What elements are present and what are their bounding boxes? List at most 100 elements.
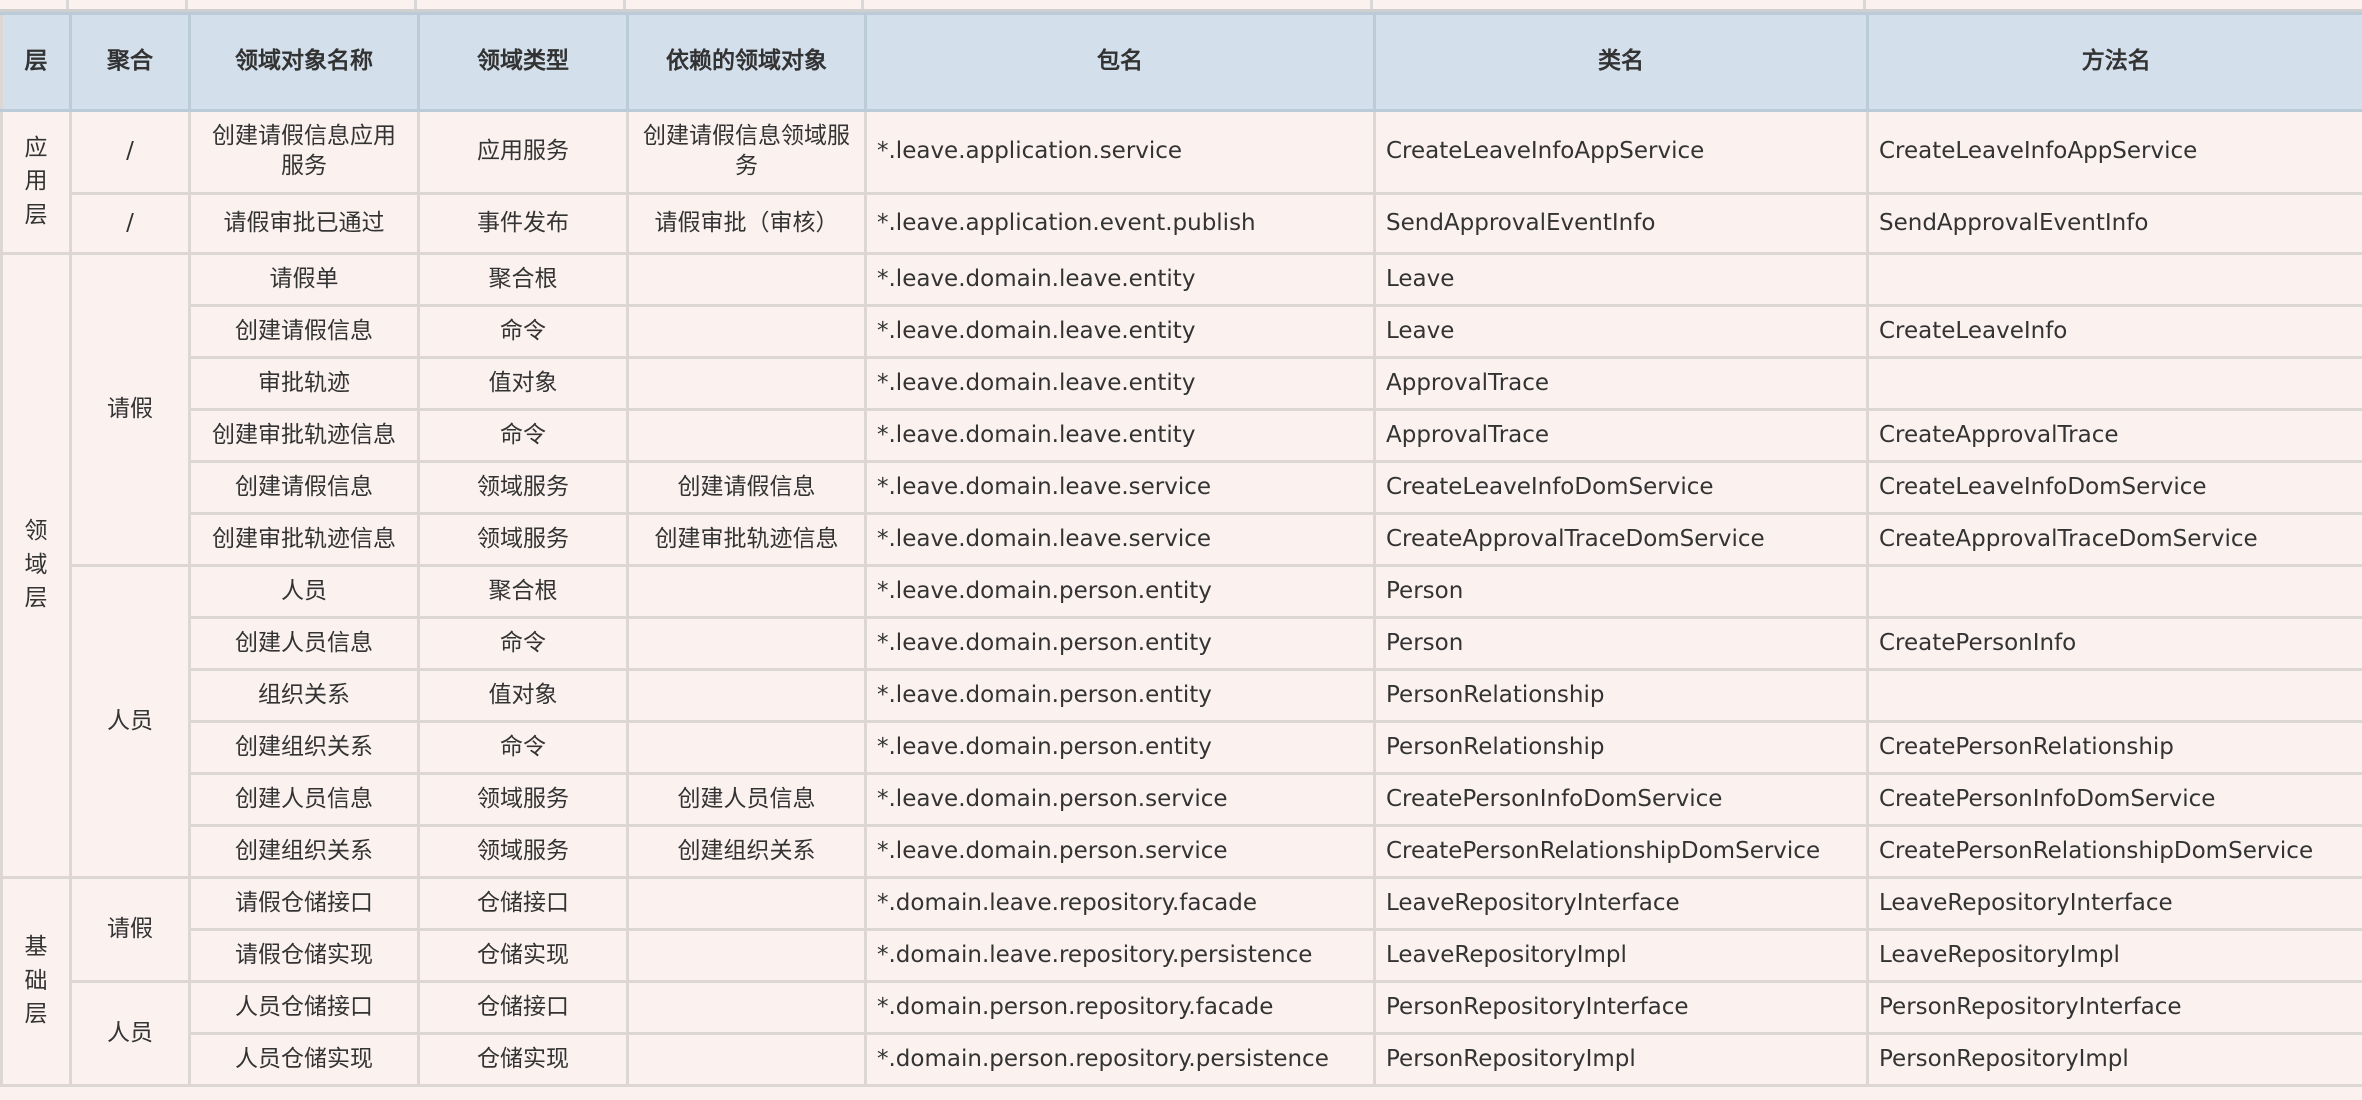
table-row: 应用层 / 创建请假信息应用服务 应用服务 创建请假信息领域服务 *.leave.appl… bbox=[0, 109, 2362, 255]
domain-type-cell: 命令 bbox=[417, 616, 629, 671]
dependency-cell: 创建审批轨迹信息 bbox=[626, 512, 867, 567]
dependency-cell bbox=[626, 980, 867, 1035]
table-row: 审批轨迹 值对象 *.leave.domain.leave.entity Approv… bbox=[2, 356, 2362, 411]
dependency-cell bbox=[626, 668, 867, 723]
method-name-cell: SendApprovalEventInfo bbox=[1866, 192, 2362, 255]
package-cell: *.leave.domain.person.entity bbox=[864, 564, 1376, 619]
table-row: 创建人员信息 领域服务 创建人员信息 *.leave.domain.person.se… bbox=[2, 772, 2362, 827]
package-cell: *.leave.domain.leave.service bbox=[864, 512, 1376, 567]
dependency-cell bbox=[626, 564, 867, 619]
dependency-cell: 创建人员信息 bbox=[626, 772, 867, 827]
dependency-cell bbox=[626, 616, 867, 671]
class-name-cell: PersonRelationship bbox=[1373, 720, 1869, 775]
package-cell: *.leave.domain.person.entity bbox=[864, 668, 1376, 723]
method-name-cell: LeaveRepositoryInterface bbox=[1866, 876, 2362, 931]
package-cell: *.leave.domain.leave.entity bbox=[864, 252, 1376, 307]
table-row: 创建审批轨迹信息 命令 *.leave.domain.leave.entity App… bbox=[2, 408, 2362, 463]
method-name-cell bbox=[1866, 356, 2362, 411]
object-name-cell: 创建审批轨迹信息 bbox=[188, 408, 420, 463]
table-row: 人员 人员仓储接口 仓储接口 *.domain.person.repository.f… bbox=[2, 980, 2362, 1087]
dependency-cell bbox=[626, 304, 867, 359]
method-name-cell bbox=[1866, 252, 2362, 307]
table-row: 请假仓储实现 仓储实现 *.domain.leave.repository.pers… bbox=[2, 928, 2362, 983]
table-row: 创建审批轨迹信息 领域服务 创建审批轨迹信息 *.leave.domain.leave… bbox=[2, 512, 2362, 567]
package-cell: *.leave.domain.leave.service bbox=[864, 460, 1376, 515]
object-name-cell: 审批轨迹 bbox=[188, 356, 420, 411]
table-row: 创建人员信息 命令 *.leave.domain.person.entity Pers… bbox=[2, 616, 2362, 671]
aggregate-cell: 人员 bbox=[69, 980, 191, 1087]
method-name-cell: PersonRepositoryImpl bbox=[1866, 1032, 2362, 1087]
domain-type-cell: 应用服务 bbox=[417, 109, 629, 195]
table-row: 领域层 请假 请假单 聚合根 *.leave.domain.leave.entity Le… bbox=[0, 252, 2362, 879]
column-header-package: 包名 bbox=[864, 12, 1376, 112]
dependency-cell bbox=[626, 928, 867, 983]
table-row: / 请假审批已通过 事件发布 请假审批（审核） *.leave.application.… bbox=[2, 192, 2362, 255]
method-name-cell: CreateApprovalTrace bbox=[1866, 408, 2362, 463]
class-name-cell: LeaveRepositoryImpl bbox=[1373, 928, 1869, 983]
class-name-cell: CreateApprovalTraceDomService bbox=[1373, 512, 1869, 567]
domain-object-mapping-table: 层聚合 领域对象名称 领域类型 依赖的领域对象 包名 类名 方法名 应用层 / 创建请假信息 应用… bbox=[0, 12, 2362, 1087]
column-header-aggregate: 聚合 bbox=[69, 12, 191, 112]
package-cell: *.domain.person.repository.facade bbox=[864, 980, 1376, 1035]
domain-type-cell: 聚合根 bbox=[417, 252, 629, 307]
class-name-cell: CreatePersonInfoDomService bbox=[1373, 772, 1869, 827]
package-cell: *.domain.person.repository.persistence bbox=[864, 1032, 1376, 1087]
object-name-cell: 创建人员信息 bbox=[188, 616, 420, 671]
header-row: 层聚合 领域对象名称 领域类型 依赖的领域对象 包名 类名 方法名 bbox=[0, 12, 2362, 112]
domain-type-cell: 仓储接口 bbox=[417, 980, 629, 1035]
domain-type-cell: 命令 bbox=[417, 720, 629, 775]
aggregate-cell: / bbox=[69, 192, 191, 255]
table-row: 人员仓储实现 仓储实现 *.domain.person.repository.per… bbox=[2, 1032, 2362, 1087]
package-cell: *.leave.domain.person.entity bbox=[864, 616, 1376, 671]
aggregate-cell: 人员 bbox=[69, 564, 191, 879]
class-name-cell: PersonRepositoryImpl bbox=[1373, 1032, 1869, 1087]
package-cell: *.leave.domain.leave.entity bbox=[864, 304, 1376, 359]
object-name-cell: 创建请假信息 bbox=[188, 460, 420, 515]
domain-type-cell: 领域服务 bbox=[417, 824, 629, 879]
column-header-class-name: 类名 bbox=[1373, 12, 1869, 112]
domain-type-cell: 仓储实现 bbox=[417, 928, 629, 983]
class-name-cell: CreateLeaveInfoDomService bbox=[1373, 460, 1869, 515]
class-name-cell: CreatePersonRelationshipDomService bbox=[1373, 824, 1869, 879]
layer-cell: 基础层 bbox=[0, 876, 72, 1087]
method-name-cell bbox=[1866, 668, 2362, 723]
class-name-cell: SendApprovalEventInfo bbox=[1373, 192, 1869, 255]
class-name-cell: CreateLeaveInfoAppService bbox=[1373, 109, 1869, 195]
method-name-cell: CreateApprovalTraceDomService bbox=[1866, 512, 2362, 567]
method-name-cell: LeaveRepositoryImpl bbox=[1866, 928, 2362, 983]
domain-type-cell: 领域服务 bbox=[417, 512, 629, 567]
dependency-cell bbox=[626, 408, 867, 463]
domain-type-cell: 值对象 bbox=[417, 668, 629, 723]
package-cell: *.leave.application.event.publish bbox=[864, 192, 1376, 255]
domain-type-cell: 领域服务 bbox=[417, 460, 629, 515]
class-name-cell: ApprovalTrace bbox=[1373, 408, 1869, 463]
class-name-cell: LeaveRepositoryInterface bbox=[1373, 876, 1869, 931]
domain-type-cell: 仓储实现 bbox=[417, 1032, 629, 1087]
dependency-cell bbox=[626, 720, 867, 775]
object-name-cell: 创建组织关系 bbox=[188, 720, 420, 775]
layer-label: 领域层 bbox=[24, 518, 48, 612]
column-header-domain-type: 领域类型 bbox=[417, 12, 629, 112]
method-name-cell: CreatePersonInfo bbox=[1866, 616, 2362, 671]
package-cell: *.leave.domain.person.service bbox=[864, 824, 1376, 879]
dependency-cell bbox=[626, 1032, 867, 1087]
dependency-cell bbox=[626, 252, 867, 307]
package-cell: *.leave.domain.leave.entity bbox=[864, 356, 1376, 411]
layer-cell: 应用层 bbox=[0, 109, 72, 255]
package-cell: *.leave.domain.person.entity bbox=[864, 720, 1376, 775]
class-name-cell: Person bbox=[1373, 564, 1869, 619]
object-name-cell: 人员仓储实现 bbox=[188, 1032, 420, 1087]
table-row: 人员 人员 聚合根 *.leave.domain.person.entity Perso… bbox=[2, 564, 2362, 879]
class-name-cell: Person bbox=[1373, 616, 1869, 671]
domain-type-cell: 仓储接口 bbox=[417, 876, 629, 931]
class-name-cell: PersonRepositoryInterface bbox=[1373, 980, 1869, 1035]
object-name-cell: 请假单 bbox=[188, 252, 420, 307]
class-name-cell: Leave bbox=[1373, 304, 1869, 359]
column-header-method-name: 方法名 bbox=[1866, 12, 2362, 112]
domain-type-cell: 领域服务 bbox=[417, 772, 629, 827]
package-cell: *.leave.domain.leave.entity bbox=[864, 408, 1376, 463]
layer-label: 应用层 bbox=[24, 134, 48, 228]
table-row: 创建请假信息 命令 *.leave.domain.leave.entity Leave… bbox=[2, 304, 2362, 359]
object-name-cell: 请假审批已通过 bbox=[188, 192, 420, 255]
method-name-cell: CreateLeaveInfo bbox=[1866, 304, 2362, 359]
